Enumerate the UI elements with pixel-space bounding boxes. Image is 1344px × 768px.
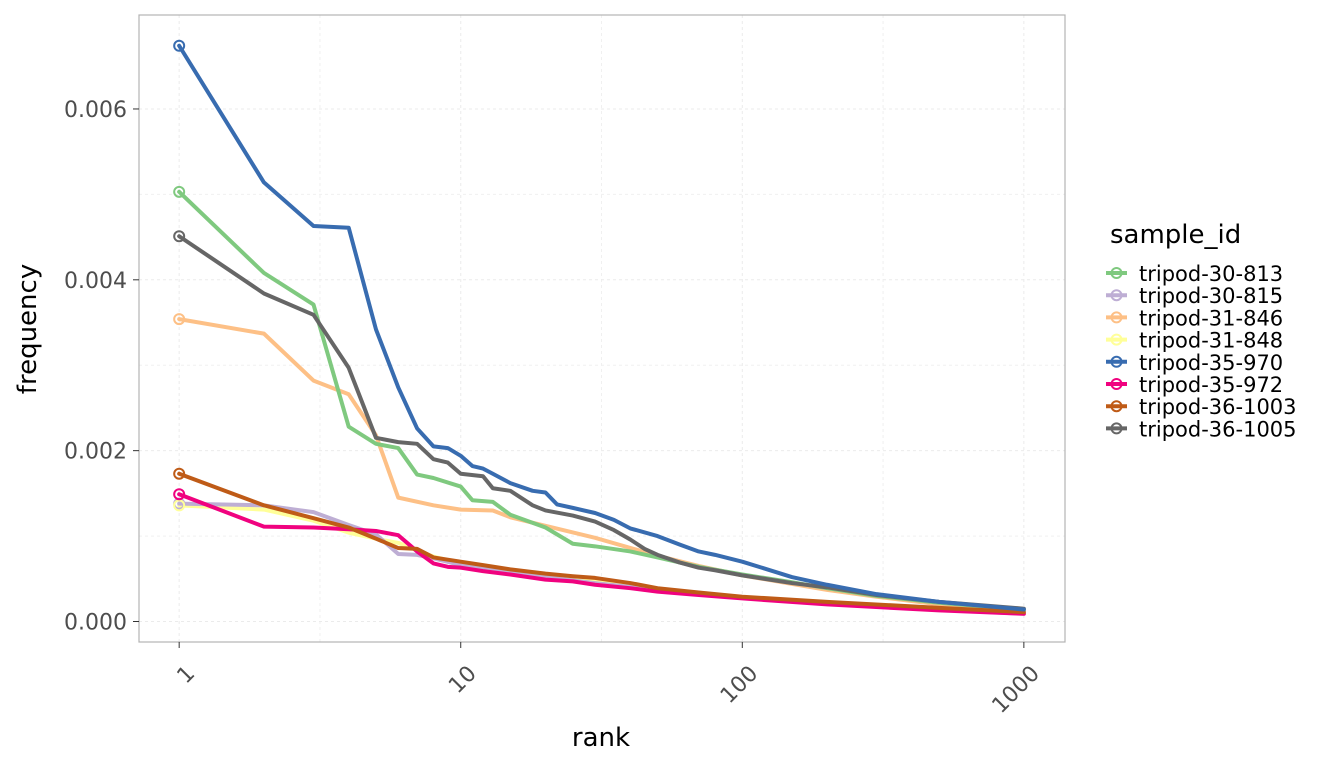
legend-label: tripod-36-1005 [1139,417,1297,441]
series-first-point-tripod-30-813 [173,185,186,198]
series-lines [177,43,1026,616]
minor-gridlines [139,15,1065,642]
legend-label: tripod-35-970 [1139,351,1283,375]
legend-label: tripod-35-972 [1139,373,1283,397]
series-first-points [173,39,186,512]
legend-key-point [1110,311,1123,324]
legend-title: sample_id [1110,220,1241,250]
legend-key-point [1110,400,1123,413]
series-line-tripod-35-972 [177,492,1026,616]
series-first-point-tripod-35-972 [173,488,186,501]
legend-items: tripod-30-813tripod-30-815tripod-31-846t… [1106,262,1297,441]
legend-label: tripod-30-813 [1139,262,1283,286]
y-tick-label: 0.006 [64,98,127,123]
y-tick-label: 0.000 [64,610,127,635]
legend-key-point [1110,289,1123,302]
legend: sample_id tripod-30-813tripod-30-815trip… [1106,220,1297,441]
y-tick-label: 0.002 [64,440,127,465]
legend-label: tripod-36-1003 [1139,395,1297,419]
series-first-point-tripod-36-1005 [173,230,186,243]
legend-label: tripod-31-848 [1139,329,1283,353]
series-line-tripod-36-1005 [177,234,1026,611]
series-first-point-tripod-35-970 [173,39,186,52]
y-axis: 0.000 0.002 0.004 0.006 [64,98,139,635]
series-line-tripod-36-1003 [177,471,1026,615]
legend-label: tripod-31-846 [1139,306,1283,330]
x-axis-title: rank [572,723,630,753]
legend-key-point [1110,267,1123,279]
legend-key-point [1110,333,1123,346]
major-gridlines [139,15,1065,642]
series-first-point-tripod-31-846 [173,313,186,326]
y-axis-title: frequency [13,264,43,394]
panel-border [138,14,1066,643]
series-line-tripod-35-970 [177,43,1026,612]
legend-key-point [1110,355,1123,368]
series-first-point-tripod-36-1003 [173,467,186,480]
series-first-point-tripod-31-848 [173,499,186,512]
legend-label: tripod-30-815 [1139,284,1283,308]
legend-key-point [1110,422,1123,435]
legend-key-point [1110,378,1123,390]
y-tick-label: 0.004 [64,269,127,294]
